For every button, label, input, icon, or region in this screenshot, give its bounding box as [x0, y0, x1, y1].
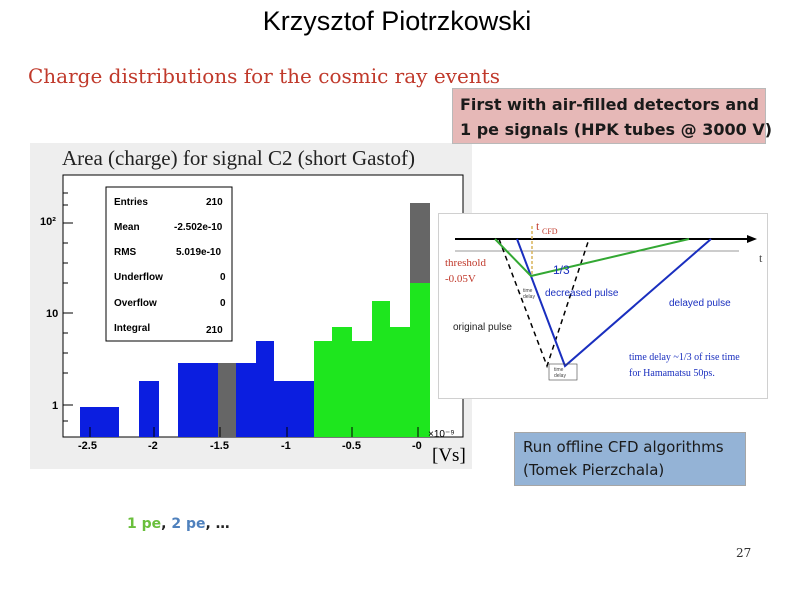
original-pulse [498, 238, 590, 369]
hist-bar [274, 381, 294, 437]
threshold-value: -0.05V [445, 273, 476, 285]
air-filled-note-line1: First with air-filled detectors and [460, 95, 759, 114]
stats-label: Overflow [114, 298, 157, 309]
hist-bar [314, 341, 332, 437]
stats-rows: Entries 210 Mean -2.502e-10 RMS 5.019e-1… [114, 197, 226, 336]
x-tick-label: -2.5 [78, 440, 97, 452]
rise-delay-box [548, 363, 578, 381]
stats-value: 210 [206, 325, 223, 336]
cfd-diagram-panel: t t CFD threshold -0.05V 1/3 decreased p… [438, 213, 768, 399]
pe2-label: 2 pe [171, 516, 206, 532]
time-delay-note: time delay ~1/3 of rise time [629, 352, 740, 363]
time-axis-arrow [747, 235, 757, 243]
rise-delay-label: time [554, 367, 564, 373]
stats-value: 5.019e-10 [176, 247, 221, 258]
cfd-algorithm-box: Run offline CFD algorithms (Tomek Pierzc… [514, 432, 746, 486]
hist-bar [99, 407, 119, 437]
y-axis-ticks [63, 192, 73, 422]
tcfd-subscript: CFD [542, 227, 558, 236]
cfd-algorithm-line2: (Tomek Pierzchala) [523, 461, 665, 479]
rise-delay-label2: delay [554, 373, 566, 379]
hamamatsu-note: for Hamamatsu 50ps. [629, 368, 715, 379]
small-delay-label: time [523, 288, 533, 294]
stats-value: 0 [220, 272, 226, 283]
stats-label: Entries [114, 197, 148, 208]
slide-title: Krzysztof Piotrzkowski [262, 6, 532, 36]
x-tick-label: -1.5 [210, 440, 229, 452]
delayed-pulse [516, 238, 712, 368]
stats-value: 0 [220, 298, 226, 309]
slide-subtitle: Charge distributions for the cosmic ray … [28, 64, 500, 88]
y-tick-label: 10 [46, 308, 58, 320]
time-axis-label: t [759, 251, 763, 265]
threshold-label: threshold [445, 257, 486, 269]
page-number: 27 [736, 546, 752, 560]
hist-bar [80, 407, 99, 437]
delayed-pulse-label: delayed pulse [669, 298, 731, 309]
hist-bar [332, 327, 352, 437]
x-unit-label: [Vs] [432, 445, 466, 466]
hist-bar [352, 341, 372, 437]
cfd-algorithm-line1: Run offline CFD algorithms [523, 438, 724, 456]
histogram-svg: Area (charge) for signal C2 (short Gasto… [40, 146, 466, 466]
hist-bar [390, 327, 410, 437]
x-tick-label: -0.5 [342, 440, 361, 452]
hist-bar [294, 381, 314, 437]
x-exponent: ×10⁻⁹ [428, 429, 455, 440]
stats-label: RMS [114, 247, 137, 258]
air-filled-note-box: First with air-filled detectors and 1 pe… [452, 88, 773, 144]
stats-value: 210 [206, 197, 223, 208]
hist-bar [139, 381, 159, 437]
x-tick-label: -0 [412, 440, 422, 452]
histogram-title: Area (charge) for signal C2 (short Gasto… [62, 146, 415, 170]
y-tick-label: 10² [40, 216, 56, 228]
decreased-pulse-label: decreased pulse [545, 288, 619, 299]
hist-bar [256, 341, 274, 437]
stats-label: Underflow [114, 272, 163, 283]
y-tick-label: 1 [52, 400, 58, 412]
stats-label: Mean [114, 222, 140, 233]
hist-bar [410, 283, 430, 437]
fraction-label: 1/3 [553, 263, 570, 277]
air-filled-note-line2: 1 pe signals (HPK tubes @ 3000 V) [460, 120, 773, 139]
tcfd-label: t [536, 219, 540, 233]
pe1-label: 1 pe [127, 516, 162, 532]
histogram-panel: Area (charge) for signal C2 (short Gasto… [30, 143, 472, 469]
pe-legend: 1 pe, 2 pe, … [127, 516, 230, 532]
x-tick-label: -2 [148, 440, 158, 452]
histogram-bars [80, 203, 430, 437]
hist-bar [372, 301, 390, 437]
hist-bar [178, 363, 218, 437]
stats-box [105, 186, 233, 342]
pe-tail: , … [205, 516, 230, 532]
stats-value: -2.502e-10 [174, 222, 223, 233]
x-axis-ticks [89, 427, 419, 437]
cfd-diagram-svg: t t CFD threshold -0.05V 1/3 decreased p… [445, 219, 763, 381]
x-tick-label: -1 [281, 440, 291, 452]
stats-label: Integral [114, 323, 150, 334]
decreased-pulse [494, 238, 690, 278]
hist-bar [218, 363, 236, 437]
original-pulse-label: original pulse [453, 322, 512, 333]
hist-bar [236, 363, 256, 437]
pe-separator: , [161, 516, 172, 532]
small-delay-label2: delay [523, 294, 535, 300]
